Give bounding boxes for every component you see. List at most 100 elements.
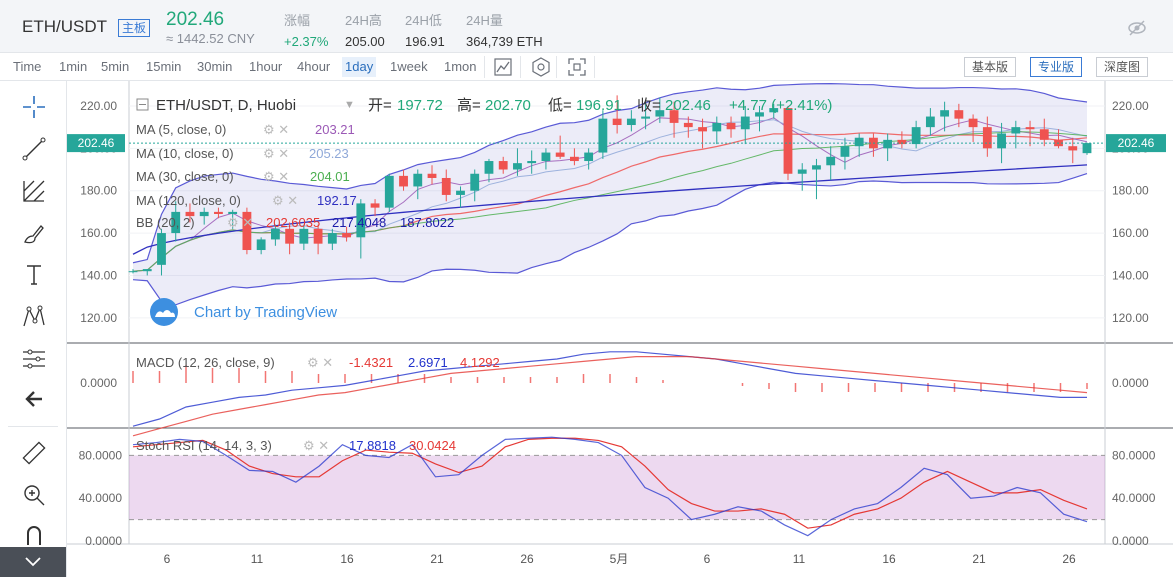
macd-line[interactable] <box>132 351 1087 427</box>
candle-body[interactable] <box>270 228 280 240</box>
candle-body[interactable] <box>1011 127 1021 134</box>
indicator-settings-icons[interactable]: ⚙ ✕ <box>227 215 253 230</box>
candle-body[interactable] <box>242 211 252 251</box>
timeframe-1day[interactable]: 1day <box>342 57 377 77</box>
candle-body[interactable] <box>157 233 166 265</box>
candle-body[interactable] <box>783 108 793 174</box>
candle-body[interactable] <box>342 233 351 238</box>
indicator-settings-icons[interactable]: ⚙ ✕ <box>307 355 333 370</box>
hide-eye-icon[interactable] <box>1127 18 1147 38</box>
candle-body[interactable] <box>755 112 764 117</box>
candle-body[interactable] <box>214 211 223 214</box>
candle-body[interactable] <box>812 165 821 170</box>
candle-body[interactable] <box>356 203 366 238</box>
candle-body[interactable] <box>413 173 423 187</box>
indicator-settings-icons[interactable]: ⚙ ✕ <box>272 193 298 208</box>
candle-body[interactable] <box>470 173 480 191</box>
candle-body[interactable] <box>299 228 309 244</box>
candle-body[interactable] <box>712 122 722 132</box>
timeframe-15min[interactable]: 15min <box>146 59 182 74</box>
candle-body[interactable] <box>142 269 152 272</box>
timeframe-30min[interactable]: 30min <box>197 59 233 74</box>
candle-body[interactable] <box>883 139 893 149</box>
candle-body[interactable] <box>954 110 964 119</box>
toolbar-collapse[interactable] <box>0 547 66 577</box>
chevron-down-icon[interactable] <box>0 547 66 577</box>
candle-body[interactable] <box>128 271 138 273</box>
candle-body[interactable] <box>171 211 181 234</box>
indicator-settings-icons[interactable]: ⚙ ✕ <box>263 169 289 184</box>
fib-tool-icon[interactable] <box>20 177 48 205</box>
candle-body[interactable] <box>925 116 935 128</box>
candle-body[interactable] <box>683 122 693 128</box>
view-depth-button[interactable]: 深度图 <box>1096 57 1149 77</box>
candle-body[interactable] <box>370 203 380 208</box>
candle-body[interactable] <box>1039 129 1049 140</box>
candle-body[interactable] <box>327 233 337 244</box>
timeframe-time[interactable]: Time <box>13 59 42 74</box>
candle-body[interactable] <box>456 190 465 195</box>
candle-body[interactable] <box>584 152 594 162</box>
candle-body[interactable] <box>484 161 494 174</box>
candle-body[interactable] <box>769 108 779 113</box>
tradingview-watermark[interactable]: Chart by TradingView <box>150 298 337 326</box>
main-board-badge[interactable]: 主板 <box>118 19 151 37</box>
chart-canvas[interactable]: 120.00 120.00 140.00 140.00 160.00 160.00 180.… <box>67 81 1173 577</box>
candle-body[interactable] <box>285 228 295 244</box>
candle-body[interactable] <box>897 139 907 145</box>
bb-lower-line[interactable] <box>132 172 1088 306</box>
candle-body[interactable] <box>569 156 579 162</box>
candle-body[interactable] <box>626 118 636 126</box>
candle-body[interactable] <box>655 110 665 117</box>
zoom-in-icon[interactable] <box>20 481 48 509</box>
text-tool-icon[interactable] <box>20 261 48 289</box>
candle-body[interactable] <box>1068 146 1078 151</box>
candle-body[interactable] <box>669 110 679 123</box>
pattern-tool-icon[interactable] <box>20 303 48 331</box>
candle-body[interactable] <box>185 211 195 217</box>
back-arrow-icon[interactable] <box>20 385 48 413</box>
candle-body[interactable] <box>854 137 864 147</box>
chevron-down-icon[interactable]: ▼ <box>344 99 355 111</box>
bb-upper-line[interactable] <box>132 82 1088 264</box>
candle-body[interactable] <box>228 211 238 214</box>
candle-body[interactable] <box>698 127 707 132</box>
settings-hexagon-icon[interactable] <box>530 56 552 78</box>
candle-body[interactable] <box>256 239 266 251</box>
candle-body[interactable] <box>797 169 807 174</box>
macd-signal-line[interactable] <box>132 356 1088 437</box>
view-basic-button[interactable]: 基本版 <box>964 57 1017 77</box>
candle-body[interactable] <box>840 146 850 157</box>
measure-tool-icon[interactable] <box>20 345 48 373</box>
candle-body[interactable] <box>541 152 551 162</box>
candle-body[interactable] <box>641 116 651 119</box>
candle-body[interactable] <box>199 211 209 217</box>
candle-body[interactable] <box>555 152 565 157</box>
indicator-settings-icons[interactable]: ⚙ ✕ <box>303 438 329 453</box>
stoch-d-line[interactable] <box>132 437 1088 529</box>
chart-type-icon[interactable] <box>492 56 514 78</box>
candle-body[interactable] <box>598 118 608 153</box>
fullscreen-icon[interactable] <box>566 56 588 78</box>
trend-line-icon[interactable] <box>20 135 48 163</box>
timeframe-1min[interactable]: 1min <box>59 59 88 74</box>
magnet-icon[interactable] <box>20 521 48 549</box>
candle-body[interactable] <box>968 118 978 128</box>
timeframe-5min[interactable]: 5min <box>101 59 130 74</box>
candle-body[interactable] <box>498 161 508 170</box>
candle-body[interactable] <box>740 116 750 130</box>
candle-body[interactable] <box>527 161 537 164</box>
candle-body[interactable] <box>384 175 394 208</box>
timeframe-1hour[interactable]: 1hour <box>249 59 283 74</box>
timeframe-1week[interactable]: 1week <box>390 59 428 74</box>
ruler-icon[interactable] <box>20 439 48 467</box>
candle-body[interactable] <box>427 173 437 178</box>
indicator-settings-icons[interactable]: ⚙ ✕ <box>263 146 289 161</box>
indicator-settings-icons[interactable]: ⚙ ✕ <box>263 122 289 137</box>
candle-body[interactable] <box>726 122 736 130</box>
candle-body[interactable] <box>982 127 992 149</box>
ma120-line[interactable] <box>132 164 1088 255</box>
ma10-line[interactable] <box>132 119 1088 272</box>
candle-body[interactable] <box>399 175 408 187</box>
crosshair-icon[interactable] <box>20 93 48 121</box>
